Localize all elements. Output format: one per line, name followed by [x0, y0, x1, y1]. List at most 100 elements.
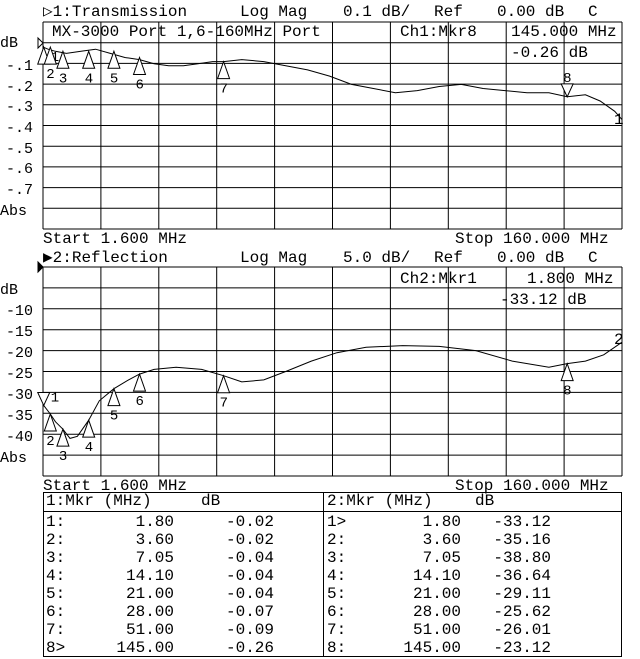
reference-pointer-icon [37, 260, 44, 274]
ch1-marker-table: 1:Mkr (MHz) dB 1: 1.80 -0.02 2: 3.60 -0.02 3: 7… [44, 492, 324, 657]
y-tick-label: dB [0, 35, 18, 52]
marker-number: 7: [327, 621, 347, 639]
table-row: 5: 21.00 -29.11 [323, 585, 621, 603]
marker-value: -38.80 [493, 549, 551, 567]
marker-value: -0.04 [225, 549, 274, 567]
marker-label: 8 [563, 71, 571, 87]
ch1-marker-label: Ch1:Mkr8 [400, 23, 477, 41]
ch2-stop: Stop 160.000 MHz [455, 477, 609, 495]
ch1-start: Start 1.600 MHz [43, 230, 188, 248]
ch1-title: ▷1:Transmission [43, 3, 188, 21]
marker-value: -23.12 [493, 639, 551, 657]
y-tick-label: -.4 [6, 120, 33, 137]
marker-freq: 7.05 [135, 549, 174, 567]
marker-number: 7: [46, 621, 66, 639]
ch2-coupling: C [588, 249, 598, 267]
y-tick-label: -15 [6, 324, 33, 341]
marker-freq: 145.00 [116, 639, 174, 657]
y-tick-label: -.5 [6, 141, 33, 158]
marker-number: 1> [327, 513, 347, 531]
marker-label: 3 [59, 71, 67, 87]
ch1-coupling: C [588, 3, 598, 21]
ch1-ref-value: 0.00 dB [497, 3, 565, 21]
marker-label: 7 [220, 82, 228, 98]
marker-number: 5: [327, 585, 347, 603]
y-tick-label: Abs [0, 203, 27, 220]
marker-freq: 3.60 [135, 531, 174, 549]
ch2-format: Log Mag [240, 249, 308, 267]
table-row: 3: 7.05 -38.80 [323, 549, 621, 567]
table-row: 4: 14.10 -36.64 [323, 567, 621, 585]
table-row: 7: 51.00 -0.09 [44, 621, 323, 639]
y-tick-label: Abs [0, 450, 27, 467]
marker-freq: 1.80 [135, 513, 174, 531]
ch1-marker-freq: 145.000 MHz [511, 23, 617, 41]
marker-triangle-icon [107, 49, 121, 69]
y-tick-label: -.6 [6, 161, 33, 178]
marker-number: 2: [327, 531, 347, 549]
marker-value: -29.11 [493, 585, 551, 603]
marker-freq: 1.80 [422, 513, 461, 531]
ch2-marker-freq: 1.800 MHz [527, 270, 614, 288]
ch2-header-db: dB [475, 492, 495, 510]
marker-freq: 51.00 [412, 621, 461, 639]
ch2-scale: 5.0 dB/ [343, 249, 411, 267]
marker-value: -0.09 [225, 621, 274, 639]
marker-label: 4 [85, 440, 93, 456]
table-row: 8: 145.00 -23.12 [323, 639, 621, 657]
marker-triangle-icon [107, 387, 121, 407]
table-row: 3: 7.05 -0.04 [44, 549, 323, 567]
marker-freq: 51.00 [125, 621, 174, 639]
marker-value: -35.16 [493, 531, 551, 549]
table-row: 1> 1.80 -33.12 [323, 513, 621, 531]
marker-triangle-icon [56, 427, 70, 447]
marker-number: 8: [327, 639, 347, 657]
marker-value: -33.12 [493, 513, 551, 531]
ch1-trace-label: 1 [614, 111, 624, 129]
marker-number: 2: [46, 531, 66, 549]
ch1-stop: Stop 160.000 MHz [455, 230, 609, 248]
marker-number: 8> [46, 639, 66, 657]
reference-pointer-icon [37, 36, 44, 50]
marker-value: -0.26 [225, 639, 274, 657]
marker-number: 4: [327, 567, 347, 585]
marker-label: 3 [59, 449, 67, 465]
table-row: 4: 14.10 -0.04 [44, 567, 323, 585]
marker-number: 1: [46, 513, 66, 531]
ch2-ref-label: Ref [434, 249, 463, 267]
ch1-marker-value: -0.26 dB [511, 44, 588, 62]
ch2-title: ▶2:Reflection [43, 249, 168, 267]
ch2-header-mkr: 2:Mkr (MHz) [327, 492, 433, 510]
ch2-table-header: 2:Mkr (MHz) dB [323, 492, 621, 512]
marker-label: 8 [563, 384, 571, 400]
y-tick-label: -.7 [6, 182, 33, 199]
y-tick-label: -.3 [6, 99, 33, 116]
table-row: 7: 51.00 -26.01 [323, 621, 621, 639]
ch2-marker-table: 2:Mkr (MHz) dB 1> 1.80 -33.12 2: 3.60 -35.16 3… [323, 492, 621, 657]
ch1-ref-label: Ref [434, 3, 463, 21]
marker-value: -0.02 [225, 513, 274, 531]
marker-triangle-icon [216, 60, 231, 80]
ch1-format: Log Mag [240, 3, 308, 21]
marker-freq: 21.00 [125, 585, 174, 603]
y-tick-label: -.1 [6, 58, 33, 75]
ch1-table-header: 1:Mkr (MHz) dB [44, 492, 323, 512]
marker-value: -0.04 [225, 585, 274, 603]
marker-active-triangle-icon [560, 83, 574, 99]
table-row: 1: 1.80 -0.02 [44, 513, 323, 531]
marker-triangle-icon [132, 55, 147, 75]
ch1-header-mkr: 1:Mkr (MHz) [46, 492, 152, 510]
ch2-trace-label: 2 [614, 331, 624, 349]
marker-freq: 3.60 [422, 531, 461, 549]
ch2-ref-value: 0.00 dB [497, 249, 565, 267]
marker-active-triangle-icon [36, 391, 51, 407]
marker-freq: 14.10 [125, 567, 174, 585]
marker-triangle-icon [81, 418, 96, 438]
marker-value: -25.62 [493, 603, 551, 621]
marker-number: 4: [46, 567, 66, 585]
marker-label: 1 [51, 390, 59, 406]
marker-value: -0.02 [225, 531, 274, 549]
y-tick-label: dB [0, 282, 18, 299]
marker-triangle-icon [132, 372, 147, 392]
